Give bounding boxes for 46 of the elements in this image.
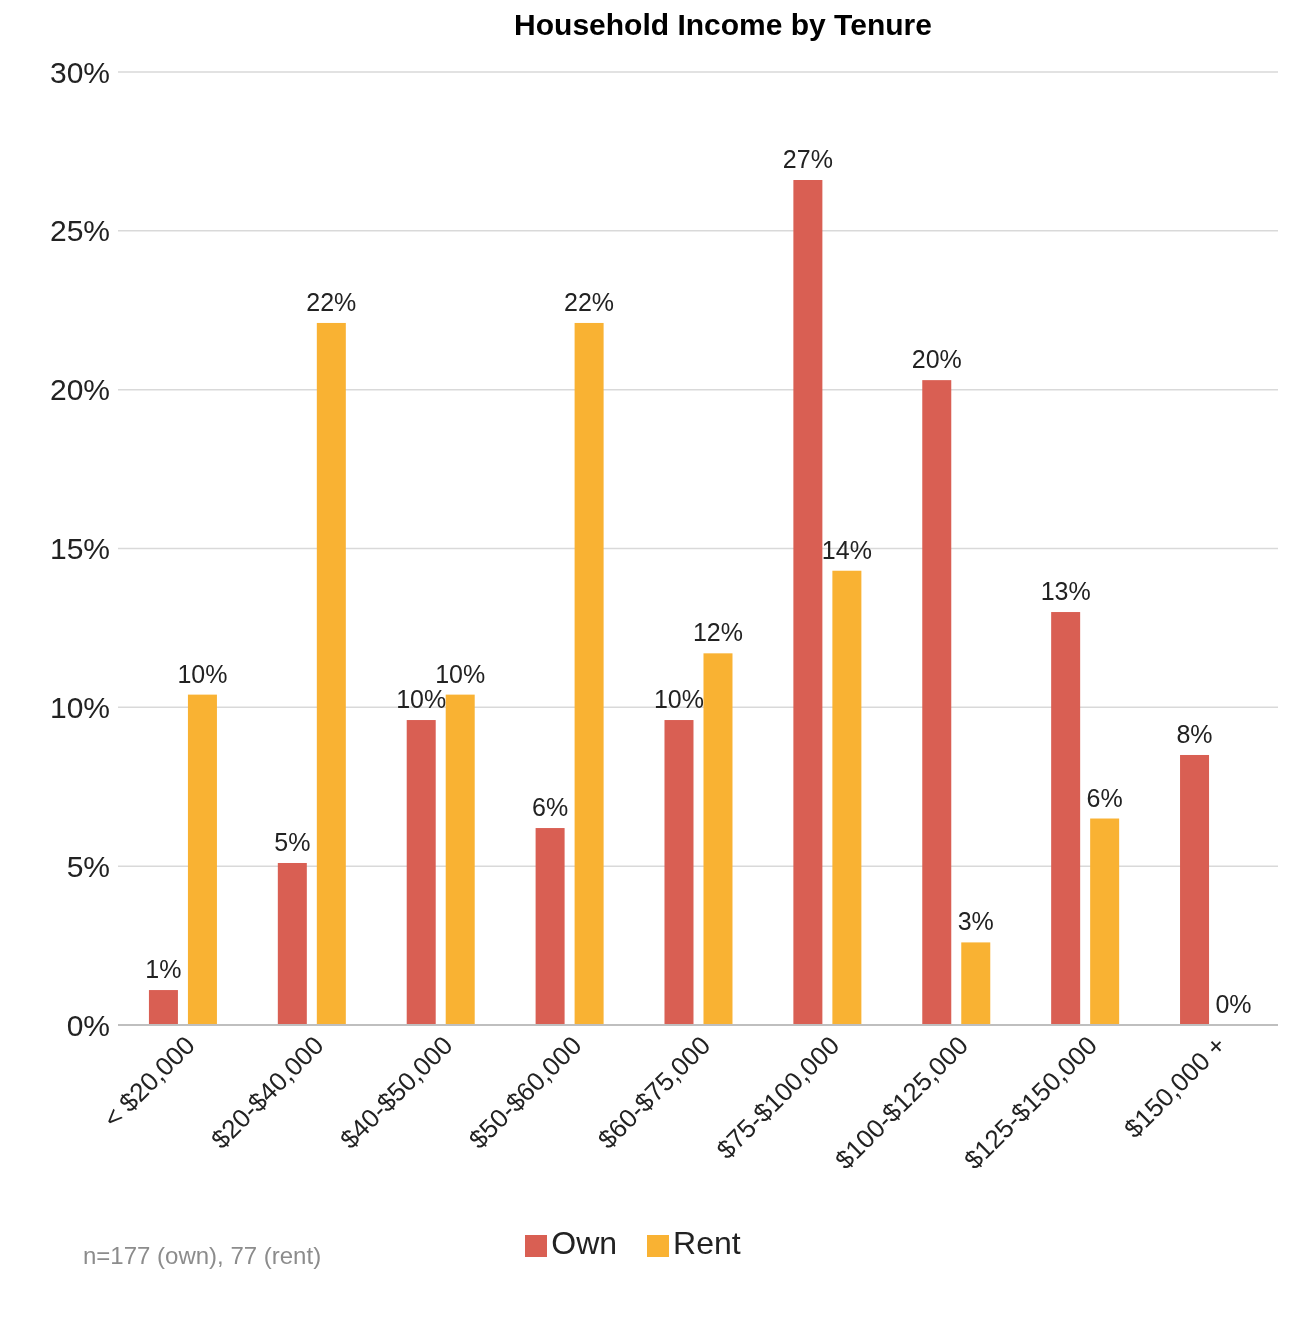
bar — [664, 720, 694, 1025]
data-label: 10% — [396, 685, 447, 714]
bar — [574, 322, 604, 1025]
y-tick-label: 20% — [49, 373, 110, 407]
data-label: 22% — [564, 287, 615, 316]
data-label: 22% — [306, 287, 357, 316]
y-tick-label: 10% — [49, 690, 110, 724]
legend-label: Rent — [673, 1225, 741, 1261]
data-label: 14% — [821, 535, 872, 564]
bar — [148, 990, 178, 1025]
bar — [1051, 612, 1081, 1025]
data-label: 1% — [145, 955, 182, 984]
y-tick-label: 0% — [66, 1008, 110, 1042]
data-label: 6% — [532, 793, 569, 822]
bar — [406, 720, 436, 1025]
data-label: 20% — [911, 345, 962, 374]
text: n=177 (own), 77 (rent) — [83, 1242, 322, 1270]
bar — [316, 322, 346, 1025]
bar — [1090, 818, 1120, 1025]
data-label: 8% — [1176, 719, 1213, 748]
data-label: 27% — [782, 145, 833, 174]
y-tick-label: 30% — [49, 55, 110, 89]
bar — [445, 694, 475, 1025]
y-tick-label: 5% — [66, 849, 110, 883]
data-label: 12% — [692, 618, 744, 647]
bar — [832, 570, 862, 1025]
data-label: 6% — [1086, 783, 1123, 812]
chart-title: Household Income by Tenure — [513, 8, 933, 42]
bar — [535, 828, 565, 1025]
bar — [922, 380, 952, 1025]
data-label: 10% — [653, 685, 705, 714]
bar — [1180, 754, 1210, 1025]
data-label: 5% — [274, 827, 311, 856]
bar — [187, 694, 217, 1025]
bar — [961, 942, 991, 1025]
data-label: 13% — [1040, 577, 1091, 606]
y-tick-label: 15% — [49, 532, 110, 566]
legend-label: Own — [551, 1225, 618, 1261]
data-label: 0% — [1215, 990, 1252, 1018]
bar — [277, 862, 307, 1025]
data-label: 3% — [957, 907, 994, 936]
data-label: 10% — [177, 659, 228, 688]
bar — [793, 180, 823, 1025]
data-label: 10% — [435, 659, 486, 688]
y-tick-label: 25% — [49, 214, 110, 248]
bar — [703, 653, 733, 1025]
